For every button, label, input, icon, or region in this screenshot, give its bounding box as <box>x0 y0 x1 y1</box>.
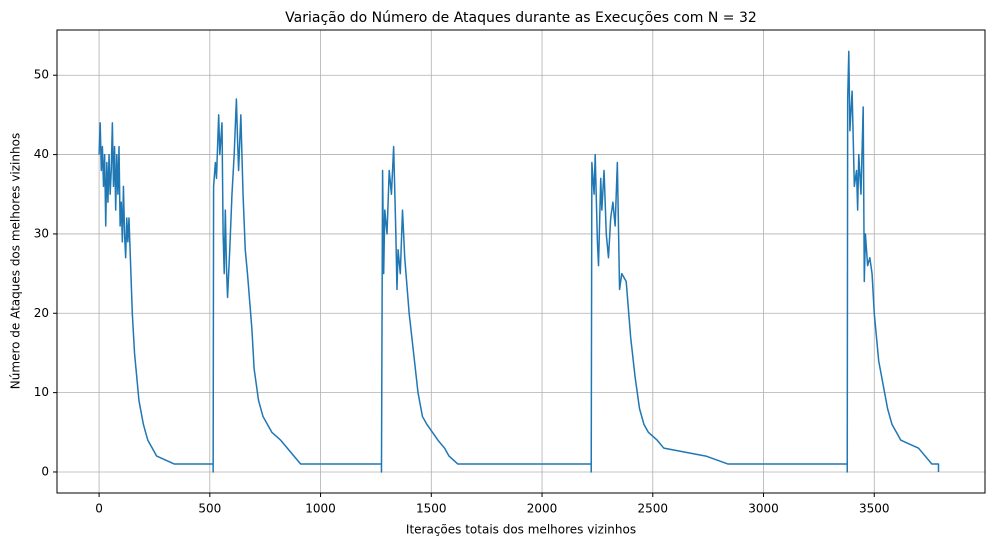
x-tick-label: 3500 <box>859 502 890 516</box>
y-tick-label: 10 <box>34 385 49 399</box>
x-tick-label: 3000 <box>748 502 779 516</box>
y-tick-label: 40 <box>34 147 49 161</box>
x-tick-label: 2000 <box>527 502 558 516</box>
y-tick-label: 30 <box>34 226 49 240</box>
x-axis-label: Iterações totais dos melhores vizinhos <box>406 523 636 537</box>
plot-frame <box>56 29 986 494</box>
x-tick-label: 500 <box>198 502 221 516</box>
x-tick-label: 1000 <box>305 502 336 516</box>
x-tick-label: 2500 <box>638 502 669 516</box>
data-line <box>98 50 940 473</box>
y-tick-label: 20 <box>34 306 49 320</box>
y-tick-label: 0 <box>41 464 49 478</box>
chart-title: Variação do Número de Ataques durante as… <box>285 10 757 26</box>
y-axis-label: Número de Ataques dos melhores vizinhos <box>9 133 23 389</box>
x-tick-label: 1500 <box>416 502 447 516</box>
y-tick-label: 50 <box>34 68 49 82</box>
x-tick-label: 0 <box>95 502 103 516</box>
